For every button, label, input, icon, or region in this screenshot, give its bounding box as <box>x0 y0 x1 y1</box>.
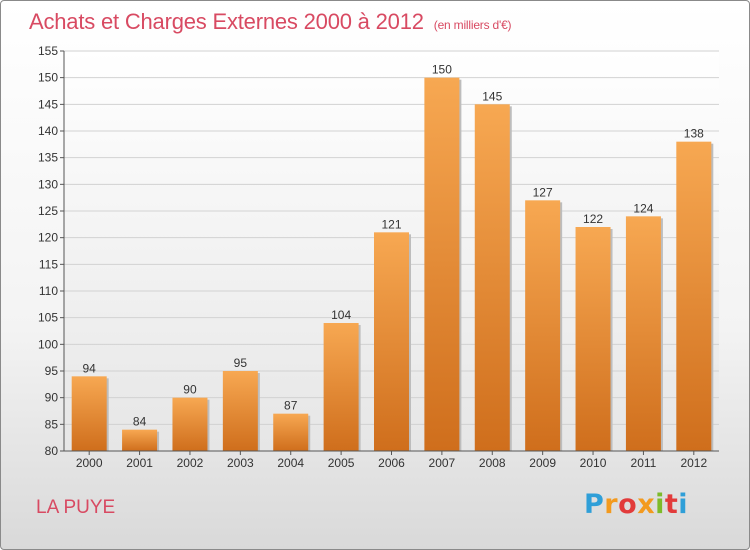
data-label-2005: 104 <box>331 308 351 322</box>
bar-2012 <box>676 141 712 451</box>
y-tick-label: 115 <box>39 257 58 271</box>
x-axis-ticks: 2000 2001 2002 2003 2004 2005 2006 2007 2008 2009… <box>76 451 707 470</box>
x-tick-label-2000: 2000 <box>76 456 103 470</box>
bar-2010 <box>575 227 611 451</box>
y-tick-label: 80 <box>45 444 59 458</box>
x-tick-label-2003: 2003 <box>227 456 254 470</box>
logo-letter: x <box>637 489 656 520</box>
data-label-2012: 138 <box>684 127 704 141</box>
y-tick-label: 135 <box>38 151 58 165</box>
bar-2000 <box>71 376 107 451</box>
data-label-2008: 145 <box>482 89 502 103</box>
bar-2004 <box>273 413 309 451</box>
x-tick-label-2007: 2007 <box>429 456 456 470</box>
data-label-2004: 87 <box>284 399 298 413</box>
chart-subtitle: (en milliers d'€) <box>433 18 512 32</box>
data-label-2001: 84 <box>133 415 147 429</box>
y-tick-label: 120 <box>38 231 58 245</box>
bar-2009 <box>525 200 561 451</box>
x-tick-label-2001: 2001 <box>126 456 153 470</box>
bar-2008 <box>474 104 510 451</box>
bar-2003 <box>222 371 258 451</box>
bar-2011 <box>625 216 661 451</box>
data-label-2002: 90 <box>183 383 197 397</box>
x-tick-label-2010: 2010 <box>580 456 607 470</box>
data-label-2007: 150 <box>432 63 452 77</box>
bar-2006 <box>374 232 409 451</box>
data-label-2010: 122 <box>583 212 603 226</box>
y-tick-label: 130 <box>38 177 58 191</box>
chart-title: Achats et Charges Externes 2000 à 2012 (e… <box>29 9 512 35</box>
y-tick-label: 110 <box>39 284 58 298</box>
bar-2007 <box>424 77 460 452</box>
x-tick-label-2009: 2009 <box>529 456 556 470</box>
data-label-2006: 121 <box>381 217 401 231</box>
logo-letter: o <box>618 489 638 520</box>
y-axis-ticks: 80 85 90 95 100 105 110 115 120 125 130 135 140 145 15… <box>38 44 64 458</box>
bar-2001 <box>122 429 158 451</box>
bar-2002 <box>172 397 208 451</box>
logo-letter: t <box>664 489 679 520</box>
proxiti-logo: Proxiti <box>584 489 688 520</box>
x-tick-label-2008: 2008 <box>479 456 506 470</box>
y-tick-label: 155 <box>38 44 58 58</box>
y-tick-label: 95 <box>45 364 59 378</box>
y-tick-label: 105 <box>38 311 58 325</box>
logo-letter: i <box>655 489 665 520</box>
y-tick-label: 85 <box>45 417 59 431</box>
bars: 94 84 90 95 87 104 121 150 145 127 122 124 138 <box>71 63 714 452</box>
data-label-2011: 124 <box>633 201 653 215</box>
logo-letter: r <box>604 489 619 520</box>
town-name: LA PUYE <box>36 497 116 518</box>
y-tick-label: 125 <box>38 204 58 218</box>
data-label-2003: 95 <box>234 356 248 370</box>
y-tick-label: 150 <box>38 71 58 85</box>
x-tick-label-2005: 2005 <box>328 456 355 470</box>
x-tick-label-2011: 2011 <box>631 456 657 470</box>
y-tick-label: 140 <box>38 124 58 138</box>
data-label-2009: 127 <box>533 185 553 199</box>
y-tick-label: 100 <box>38 337 58 351</box>
x-tick-label-2006: 2006 <box>378 456 405 470</box>
x-tick-label-2002: 2002 <box>177 456 204 470</box>
y-tick-label: 145 <box>38 97 58 111</box>
chart-title-text: Achats et Charges Externes 2000 à 2012 <box>29 9 424 34</box>
bar-2005 <box>323 323 359 451</box>
x-tick-label-2012: 2012 <box>680 456 707 470</box>
logo-letter: i <box>678 489 689 520</box>
y-tick-label: 90 <box>45 391 59 405</box>
data-label-2000: 94 <box>83 361 97 375</box>
logo-letter: P <box>584 489 605 520</box>
x-tick-label-2004: 2004 <box>277 456 304 470</box>
